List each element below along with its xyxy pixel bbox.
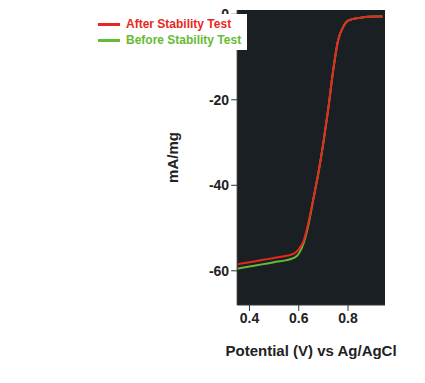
svg-text:0.4: 0.4: [240, 310, 260, 326]
svg-text:-60: -60: [209, 263, 229, 279]
svg-text:-40: -40: [209, 177, 229, 193]
svg-text:0: 0: [221, 6, 229, 22]
svg-text:0.8: 0.8: [338, 310, 358, 326]
svg-text:0.6: 0.6: [289, 310, 309, 326]
svg-text:Potential (V) vs Ag/AgCl: Potential (V) vs Ag/AgCl: [226, 342, 397, 359]
svg-text:mA/mg: mA/mg: [164, 132, 181, 183]
svg-text:-20: -20: [209, 92, 229, 108]
